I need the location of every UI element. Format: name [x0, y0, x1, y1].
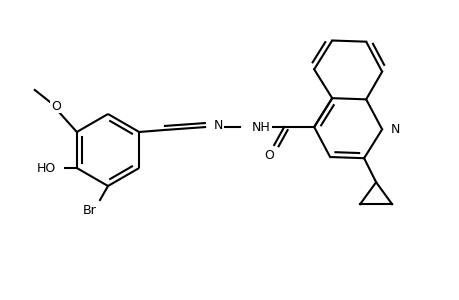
Text: N: N [390, 123, 400, 136]
Text: O: O [51, 100, 61, 112]
Text: Br: Br [83, 205, 97, 218]
Text: NH: NH [252, 121, 270, 134]
Text: O: O [263, 148, 274, 161]
Text: HO: HO [37, 161, 56, 175]
Text: N: N [214, 118, 223, 131]
